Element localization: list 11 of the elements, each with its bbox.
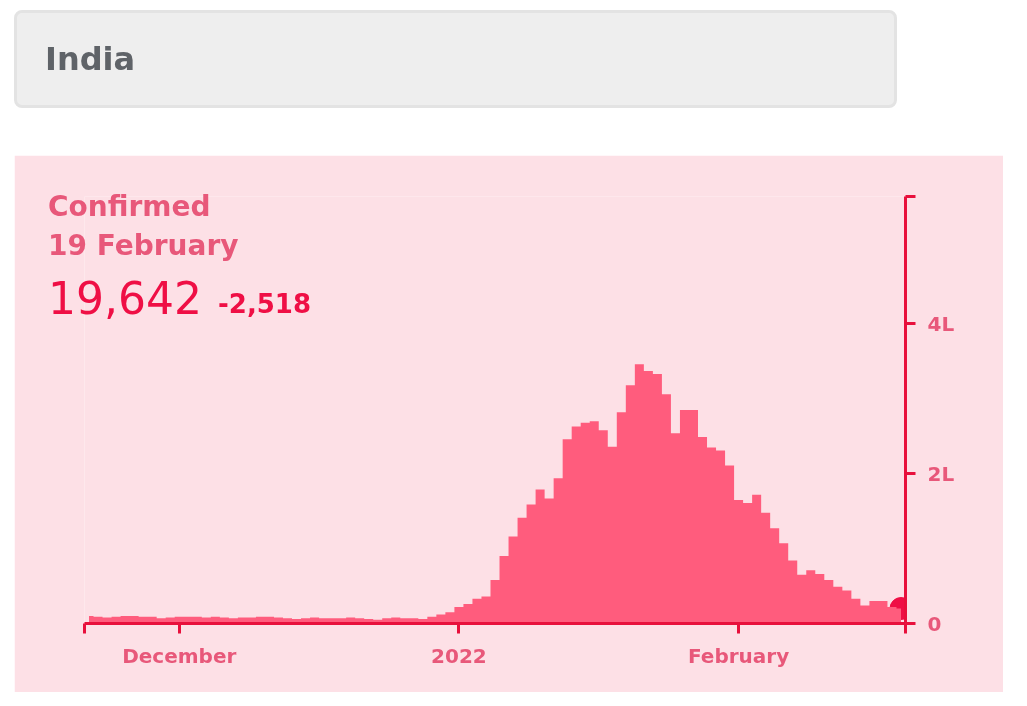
chart-title: Confirmed (48, 190, 211, 223)
annotation: -2,518 (218, 289, 312, 319)
y-tick-label: 4L (927, 311, 955, 336)
annotation: 19,642 (48, 273, 202, 324)
y-tick-label: 0 (927, 611, 942, 636)
y-tick-label: 2L (927, 461, 955, 486)
x-tick-label: 2022 (431, 643, 487, 668)
text: India (14, 10, 897, 108)
x-tick-label: February (687, 643, 790, 668)
text: 19 February (48, 229, 239, 262)
x-tick-label: December (122, 643, 237, 668)
